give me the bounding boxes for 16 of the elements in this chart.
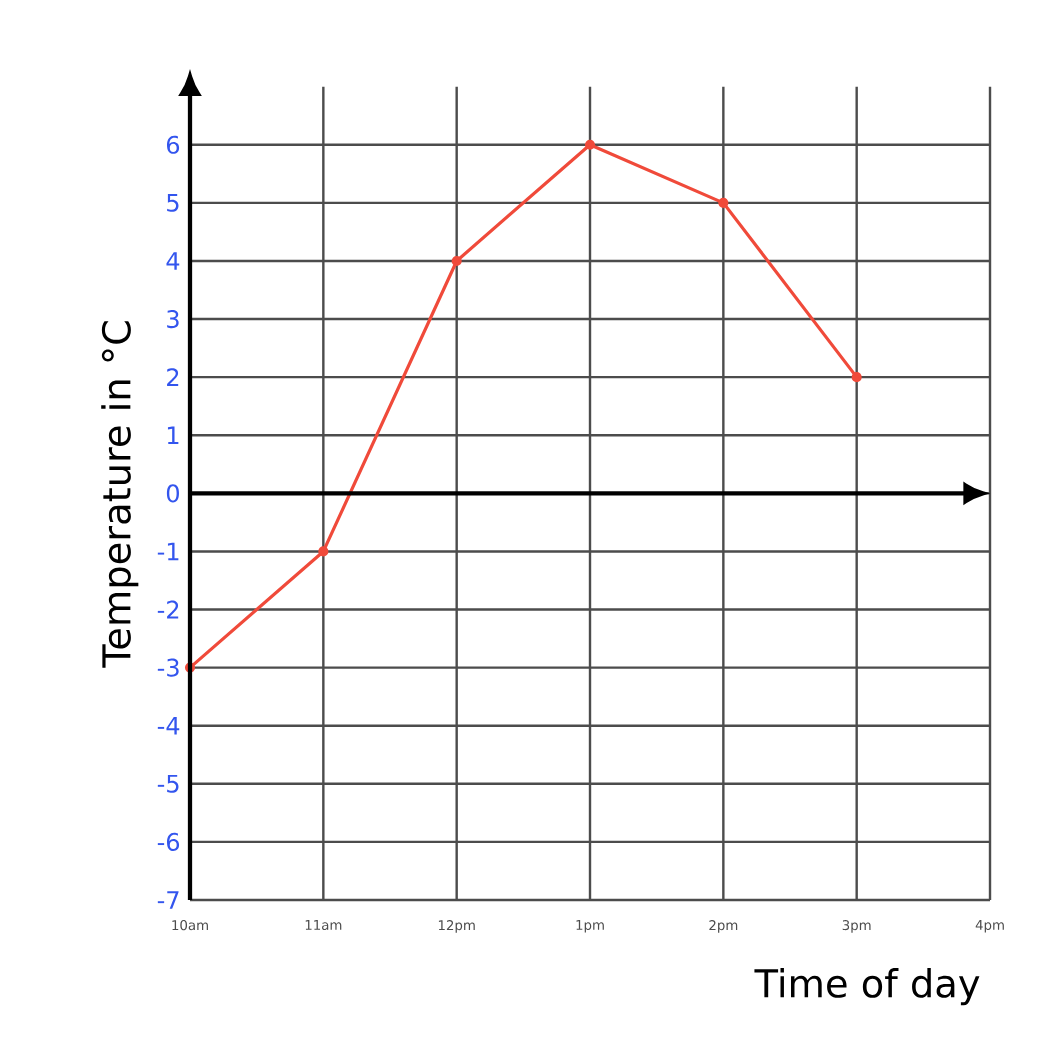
y-tick-label: -6 xyxy=(157,832,180,851)
y-tick-label: -4 xyxy=(157,716,180,735)
y-tick-label: -7 xyxy=(157,891,179,909)
y-tick-label: -1 xyxy=(157,542,179,561)
y-tick-label: 4 xyxy=(166,252,180,270)
y-tick-label: 3 xyxy=(167,309,179,329)
y-tick-label: -3 xyxy=(157,658,179,677)
y-tick-label: -5 xyxy=(157,774,179,793)
y-tick-label: 2 xyxy=(167,368,179,387)
y-tick-label: 0 xyxy=(166,484,179,503)
y-tick-label: 1 xyxy=(167,426,179,444)
x-axis-title: Time of day xyxy=(754,968,980,1006)
y-tick-label: 6 xyxy=(166,135,180,154)
y-tick-label: -2 xyxy=(157,600,179,619)
y-axis-title: Temperature in °C xyxy=(101,321,139,668)
y-tick-label: 5 xyxy=(167,193,179,212)
